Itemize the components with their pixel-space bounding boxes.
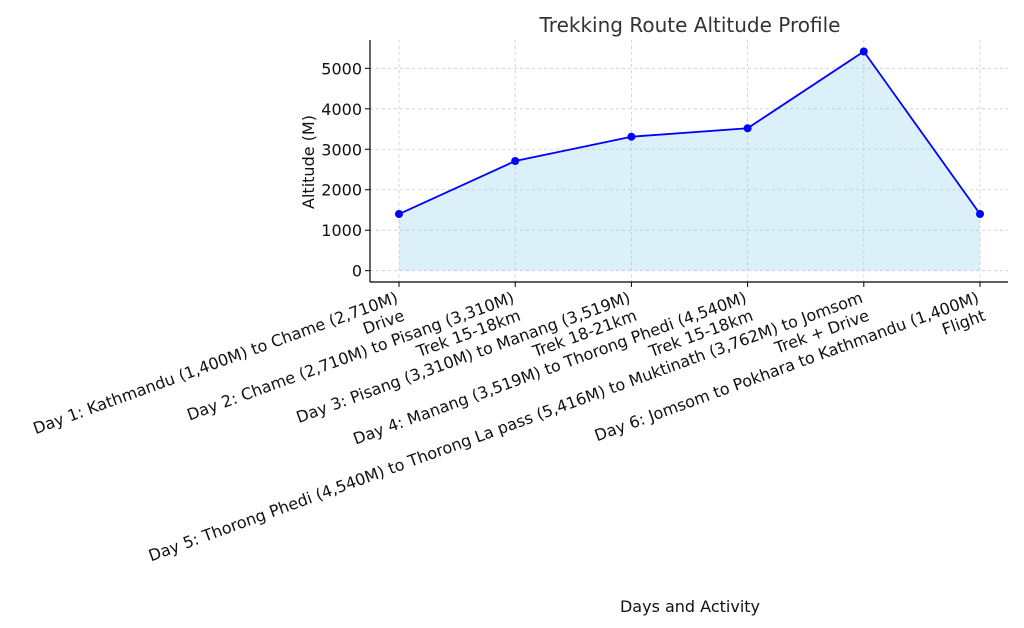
y-tick-label: 5000 [321,59,362,78]
data-point [511,157,520,165]
x-axis-label: Days and Activity [620,597,760,616]
y-tick-label: 4000 [321,100,362,119]
axes [365,40,1008,287]
data-point [976,210,984,219]
series-line [398,50,981,215]
data-point [743,124,752,133]
y-tick-label: 3000 [321,140,362,159]
data-point [395,210,403,219]
series-line-layer [395,47,984,219]
area-fill-layer [399,51,980,271]
y-tick-label: 1000 [321,221,362,240]
chart-title: Trekking Route Altitude Profile [539,13,841,37]
y-axis-label: Altitude (M) [299,115,318,209]
data-point [859,47,868,56]
y-tick-label: 0 [352,262,362,281]
x-tick-labels: Day 1: Kathmandu (1,400M) to Chame (2,71… [30,288,987,565]
series-area-fill [399,51,980,271]
y-tick-labels: 0 1000 2000 3000 4000 5000 [321,59,362,280]
y-tick-label: 2000 [321,181,362,200]
data-point [627,132,636,141]
